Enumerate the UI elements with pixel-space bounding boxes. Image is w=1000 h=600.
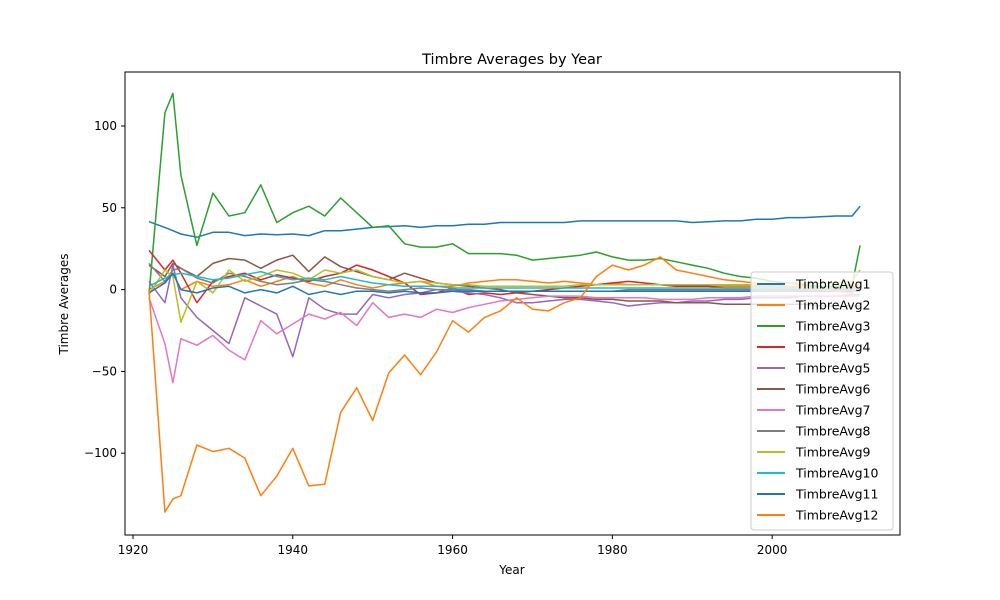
series-line-timbreavg9 (148, 269, 861, 324)
series-line-timbreavg10 (148, 270, 861, 289)
series-line-timbreavg5 (148, 264, 861, 358)
legend-label: TimbreAvg4 (795, 340, 871, 355)
legend-label: TimbreAvg11 (795, 487, 878, 502)
legend-label: TimbreAvg12 (795, 508, 878, 523)
legend-box (750, 271, 894, 531)
x-tick-label: 1980 (597, 543, 628, 557)
legend-label: TimbreAvg10 (795, 466, 878, 481)
y-tick-label: 100 (94, 119, 117, 133)
series-line-timbreavg11 (148, 272, 861, 296)
x-tick-label: 1920 (118, 543, 149, 557)
series-line-timbreavg12 (148, 256, 861, 513)
axes-frame (124, 71, 901, 536)
y-tick-label: 0 (109, 283, 117, 297)
legend-label: TimbreAvg2 (795, 298, 871, 313)
y-axis-label: Timbre Averages (57, 254, 71, 356)
series-line-timbreavg6 (148, 254, 861, 307)
series-layer (148, 92, 861, 513)
x-axis-label: Year (498, 563, 524, 577)
series-line-timbreavg2 (148, 272, 861, 291)
legend-label: TimbreAvg3 (795, 319, 871, 334)
x-tick-label: 2000 (757, 543, 788, 557)
y-tick-label: −50 (92, 364, 117, 378)
legend-label: TimbreAvg6 (795, 382, 871, 397)
plot-axes: 1920 1940 1960 1980 2000 −100 −50 0 50 100 (84, 119, 787, 557)
series-line-timbreavg7 (148, 295, 861, 384)
series-line-timbreavg1 (148, 205, 861, 238)
legend-label: TimbreAvg9 (795, 445, 871, 460)
chart-title: Timbre Averages by Year (421, 52, 602, 68)
axes-spines (124, 71, 901, 536)
y-tick-label: 50 (102, 201, 117, 215)
legend-label: TimbreAvg1 (795, 277, 871, 292)
legend-label: TimbreAvg8 (795, 424, 871, 439)
y-tick-label: −100 (84, 446, 117, 460)
series-line-timbreavg3 (148, 92, 861, 295)
x-tick-label: 1960 (437, 543, 468, 557)
x-tick-label: 1940 (278, 543, 309, 557)
legend-label: TimbreAvg7 (795, 403, 871, 418)
legend-label: TimbreAvg5 (795, 361, 871, 376)
legend: TimbreAvg1 TimbreAvg2 TimbreAvg3 TimbreAvg4… (750, 271, 894, 531)
